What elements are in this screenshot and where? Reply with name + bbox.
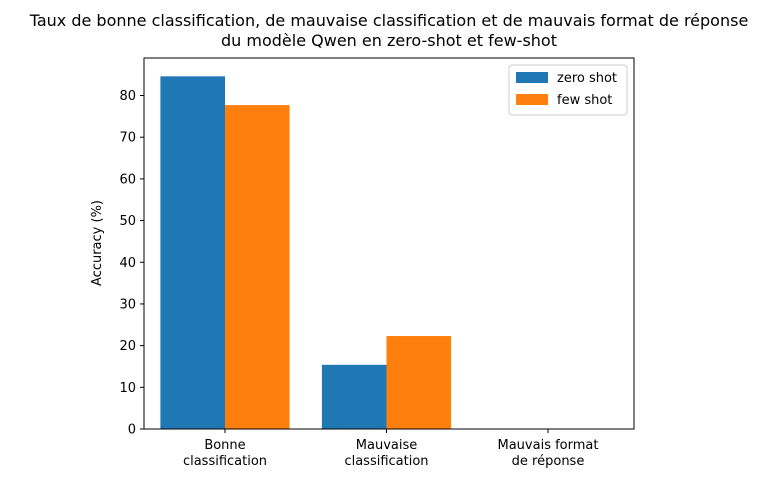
x-tick-label: Mauvais format: [498, 438, 599, 453]
y-tick-label: 30: [119, 297, 136, 312]
axes-frame: [143, 57, 635, 430]
legend: zero shot few shot: [508, 64, 628, 116]
legend-swatch-few-shot: [516, 94, 548, 105]
bar-zero-shot-0: [160, 76, 225, 429]
y-tick-label: 60: [119, 172, 136, 187]
bar-few-shot-0: [225, 105, 290, 429]
legend-label-zero-shot: zero shot: [557, 71, 617, 86]
x-tick-label: de réponse: [512, 454, 585, 469]
y-axis-label: Accuracy (%): [90, 200, 105, 286]
y-tick-label: 20: [119, 339, 136, 354]
y-tick-label: 50: [119, 214, 136, 229]
plot-area: [160, 76, 452, 429]
x-tick-label: Bonne: [204, 438, 245, 453]
y-axis-ticks: 0 10 20 30 40 50 60 70 80: [119, 89, 144, 438]
x-tick-label: classification: [344, 454, 428, 469]
x-axis-ticks: BonneclassificationMauvaiseclassificatio…: [183, 429, 599, 469]
x-tick-label: Mauvaise: [356, 438, 417, 453]
chart-title-line-2: du modèle Qwen en zero-shot et few-shot: [221, 31, 557, 50]
y-tick-label: 80: [119, 89, 136, 104]
x-tick-label: classification: [183, 454, 267, 469]
legend-label-few-shot: few shot: [557, 93, 612, 108]
y-tick-label: 10: [119, 381, 136, 396]
legend-swatch-zero-shot: [516, 72, 548, 83]
y-tick-label: 40: [119, 256, 136, 271]
y-tick-label: 70: [119, 131, 136, 146]
y-tick-label: 0: [128, 423, 136, 438]
bar-few-shot-1: [386, 336, 452, 429]
chart-title-line-1: Taux de bonne classification, de mauvais…: [29, 11, 749, 30]
bar-zero-shot-1: [321, 364, 387, 429]
